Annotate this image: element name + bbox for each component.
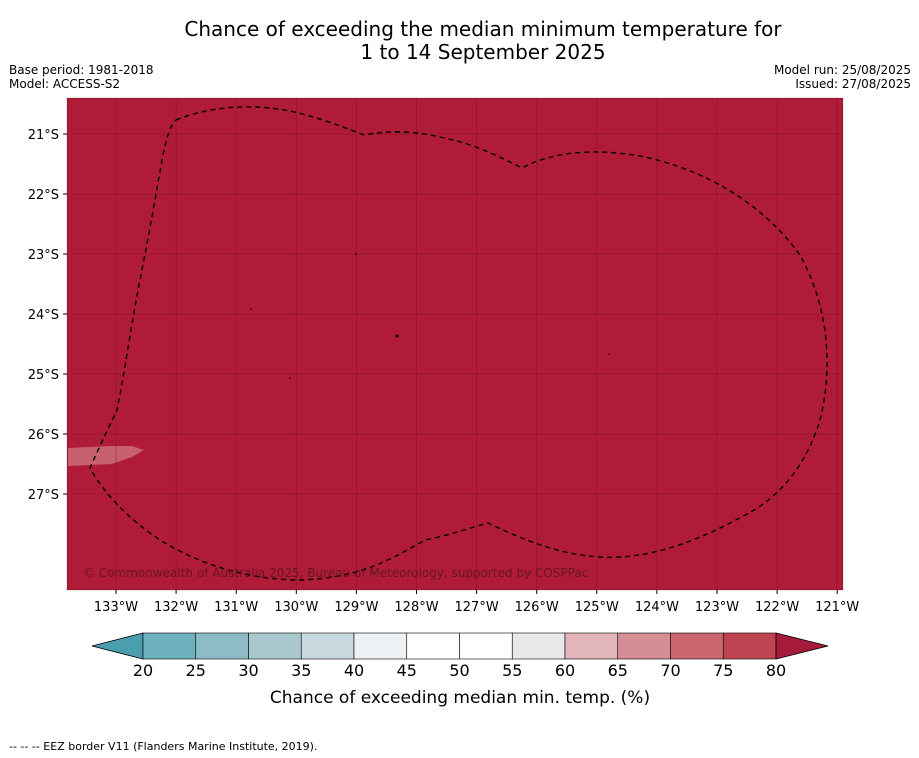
colorbar-segment — [300, 632, 355, 660]
island-dots — [250, 253, 610, 379]
map-frame — [66, 97, 844, 591]
lon-label: 126°W — [515, 600, 559, 615]
issued-date: Issued: 27/08/2025 — [795, 77, 911, 91]
colorbar-label: Chance of exceeding median min. temp. (%… — [270, 688, 650, 708]
eez-border — [89, 106, 828, 581]
colorbar-tick-label: 60 — [555, 661, 575, 680]
island-dot — [395, 334, 399, 338]
lon-label: 129°W — [334, 600, 378, 615]
island-dot — [608, 353, 610, 355]
lon-label: 127°W — [455, 600, 499, 615]
lon-label: 130°W — [274, 600, 318, 615]
lon-label: 124°W — [635, 600, 679, 615]
lat-label: 22°S — [28, 188, 59, 203]
base-period: Base period: 1981-2018 — [9, 63, 154, 77]
lat-label: 23°S — [28, 248, 59, 263]
colorbar-tick-label: 55 — [502, 661, 522, 680]
lon-label: 128°W — [394, 600, 438, 615]
gridlines — [67, 98, 843, 590]
lat-label: 25°S — [28, 368, 59, 383]
lon-label: 133°W — [94, 600, 138, 615]
colorbar-tick-label: 45 — [397, 661, 417, 680]
lon-label: 121°W — [815, 600, 859, 615]
colorbar — [91, 632, 829, 660]
meta-right: Model run: 25/08/2025 Issued: 27/08/2025 — [774, 63, 911, 91]
colorbar-tick-label: 80 — [766, 661, 786, 680]
colorbar-tick-label: 30 — [238, 661, 258, 680]
colorbar-segment — [353, 632, 408, 660]
lighter-anomaly-patch — [68, 446, 144, 466]
colorbar-segment — [617, 632, 671, 660]
lat-label: 26°S — [28, 428, 59, 443]
lon-label: 132°W — [154, 600, 198, 615]
lon-label: 125°W — [575, 600, 619, 615]
colorbar-ticks: 20 25 30 35 40 45 50 55 60 65 70 75 80 — [133, 661, 786, 680]
colorbar-tick-label: 50 — [449, 661, 469, 680]
lon-label: 131°W — [214, 600, 258, 615]
island-dot — [355, 253, 357, 255]
colorbar-extend-high — [775, 632, 829, 660]
island-dot — [289, 377, 291, 379]
eez-footnote: -- -- -- EEZ border V11 (Flanders Marine… — [9, 740, 318, 753]
copyright-text: © Commonwealth of Australia 2025, Bureau… — [83, 566, 588, 580]
colorbar-tick-label: 25 — [186, 661, 206, 680]
model-name: Model: ACCESS-S2 — [9, 77, 121, 91]
latitude-labels: 21°S 22°S 23°S 24°S 25°S 26°S 27°S — [28, 128, 67, 503]
island-dot — [250, 308, 252, 310]
colorbar-segment — [511, 632, 566, 660]
title-line-2: 1 to 14 September 2025 — [360, 40, 606, 64]
map-background — [67, 98, 843, 590]
meta-left: Base period: 1981-2018 Model: ACCESS-S2 — [9, 63, 154, 91]
colorbar-segment — [406, 632, 460, 660]
colorbar-tick-label: 35 — [291, 661, 311, 680]
colorbar-tick-label: 70 — [660, 661, 680, 680]
lat-label: 24°S — [28, 308, 59, 323]
colorbar-segment — [564, 632, 619, 660]
colorbar-segment — [195, 632, 249, 660]
lat-label: 21°S — [28, 128, 59, 143]
map-title: Chance of exceeding the median minimum t… — [0, 18, 919, 64]
colorbar-tick-label: 75 — [713, 661, 733, 680]
lon-label: 122°W — [755, 600, 799, 615]
colorbar-segment — [142, 632, 197, 660]
lon-label: 123°W — [695, 600, 739, 615]
model-run: Model run: 25/08/2025 — [773, 63, 911, 77]
colorbar-tick-label: 40 — [344, 661, 364, 680]
lat-label: 27°S — [28, 488, 59, 503]
colorbar-segment — [722, 632, 777, 660]
colorbar-extend-low — [91, 632, 144, 660]
colorbar-tick-label: 65 — [608, 661, 628, 680]
colorbar-segment — [459, 632, 513, 660]
colorbar-segment — [670, 632, 724, 660]
colorbar-tick-label: 20 — [133, 661, 153, 680]
title-line-1: Chance of exceeding the median minimum t… — [184, 17, 782, 41]
colorbar-segment — [248, 632, 302, 660]
map-panel: © Commonwealth of Australia 2025, Bureau… — [66, 97, 844, 591]
longitude-labels: 133°W 132°W 131°W 130°W 129°W 128°W 127°W 126°W… — [94, 590, 859, 615]
